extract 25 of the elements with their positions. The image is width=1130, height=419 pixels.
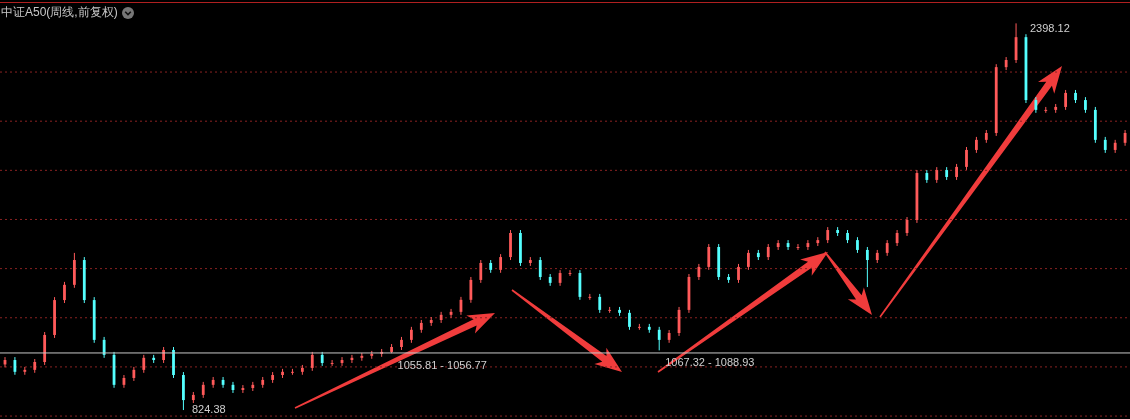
candlestick <box>628 309 631 331</box>
candlestick <box>538 256 542 281</box>
candlestick <box>865 246 869 288</box>
annotation: 2398.12 <box>1030 22 1070 34</box>
candlestick <box>469 276 473 304</box>
annotation: 1055.81 - 1056.77 <box>397 359 487 372</box>
annotation: 824.38 <box>192 403 226 415</box>
candlestick <box>965 146 968 171</box>
chart-title: 中证A50(周线,前复权) <box>1 4 118 21</box>
candlestick <box>1064 89 1068 111</box>
candlestick <box>439 311 443 324</box>
candlestick <box>657 326 661 351</box>
candlestick <box>598 293 602 314</box>
candlestick <box>63 281 66 304</box>
candlestick <box>737 263 740 284</box>
candlestick <box>1004 56 1008 71</box>
candlestick <box>806 239 810 251</box>
candlestick <box>667 329 671 344</box>
candlestick <box>102 336 106 359</box>
candlestick <box>499 253 503 274</box>
candlestick <box>707 243 711 271</box>
candlestick <box>330 359 334 367</box>
candlestick <box>479 259 483 284</box>
candlestick <box>241 384 245 394</box>
candlestick <box>747 249 750 271</box>
